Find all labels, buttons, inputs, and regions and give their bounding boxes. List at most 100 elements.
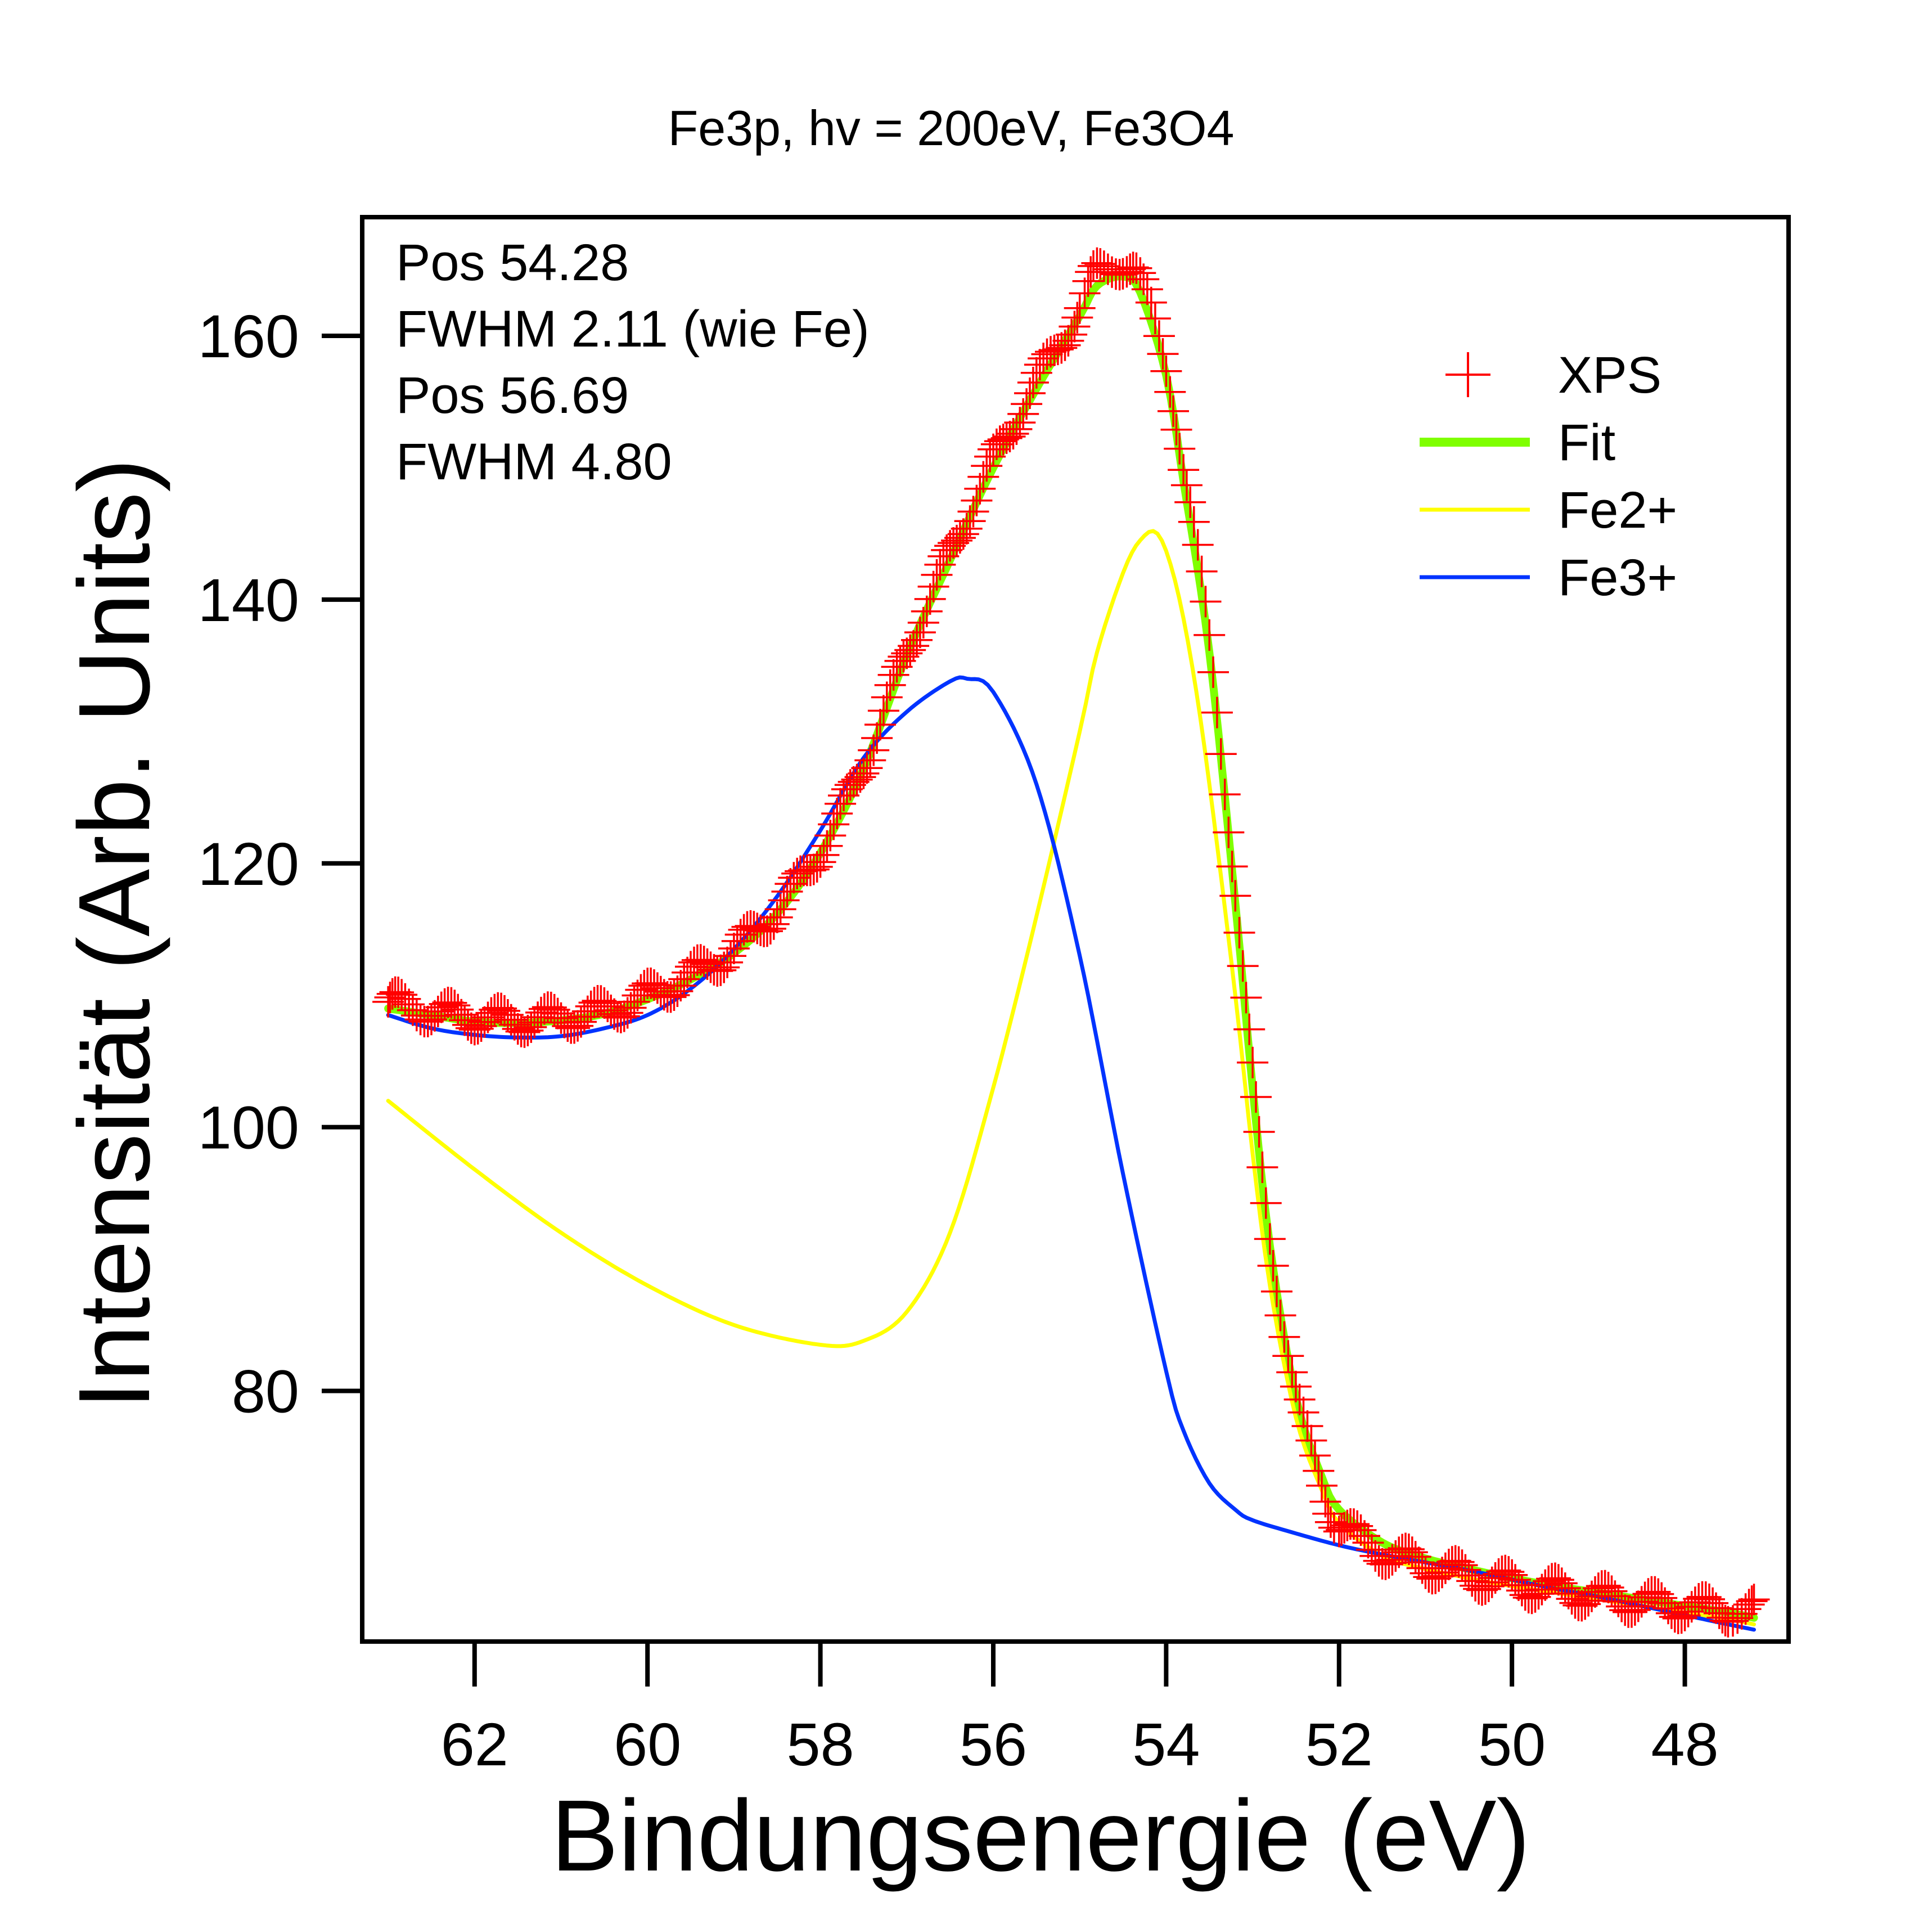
data-point-xps xyxy=(764,893,796,925)
data-point-xps xyxy=(1209,779,1241,811)
data-point-xps xyxy=(964,473,996,505)
data-point-xps xyxy=(1052,325,1084,357)
data-point-xps xyxy=(1158,395,1189,427)
data-point-xps xyxy=(1147,338,1179,370)
data-point-xps xyxy=(804,846,836,878)
data-point-xps xyxy=(1182,529,1214,561)
data-point-xps xyxy=(944,522,976,554)
data-point-xps xyxy=(615,992,647,1024)
data-point-xps xyxy=(1131,273,1163,305)
annotation-line: FWHM 4.80 xyxy=(396,433,672,491)
data-point-xps xyxy=(1312,1498,1344,1530)
plot-area xyxy=(372,247,1770,1638)
data-point-xps xyxy=(851,752,883,784)
data-point-xps xyxy=(1186,555,1218,587)
data-point-xps xyxy=(1004,407,1036,439)
x-tick-label: 56 xyxy=(960,1710,1027,1778)
data-point-xps xyxy=(658,979,690,1011)
x-axis: 62 60 58 56 54 52 50 48 xyxy=(441,1642,1719,1778)
data-point-xps xyxy=(1227,950,1259,982)
data-point-xps xyxy=(718,933,750,964)
legend-label-xps: XPS xyxy=(1558,347,1661,404)
data-point-xps xyxy=(1250,1187,1282,1219)
data-point-xps xyxy=(1059,311,1091,343)
data-point-xps xyxy=(808,839,840,871)
plot-frame xyxy=(360,215,1791,1644)
data-point-xps xyxy=(761,901,793,933)
data-point-xps xyxy=(1201,696,1233,729)
x-axis-label: Bindungsenergie (eV) xyxy=(551,1779,1530,1892)
data-point-xps xyxy=(1061,302,1093,334)
data-point-xps xyxy=(954,505,986,537)
y-axis: 80 100 120 140 160 xyxy=(198,302,362,1426)
x-tick-label: 50 xyxy=(1478,1710,1546,1778)
x-tick-label: 60 xyxy=(614,1710,681,1778)
data-point-xps xyxy=(1072,265,1104,297)
chart-title: Fe3p, hv = 200eV, Fe3O4 xyxy=(668,100,1234,156)
data-point-xps xyxy=(924,548,956,581)
legend: XPS Fit Fe2+ Fe3+ xyxy=(1420,347,1677,606)
data-point-xps xyxy=(871,681,903,713)
data-point-xps xyxy=(661,975,693,1007)
data-point-xps xyxy=(891,637,923,669)
data-point-xps xyxy=(901,624,933,656)
data-point-xps xyxy=(1254,1223,1286,1255)
x-tick-label: 62 xyxy=(441,1710,508,1778)
data-point-xps xyxy=(1178,506,1210,538)
data-point-xps xyxy=(961,484,993,516)
data-point-xps xyxy=(1736,1585,1768,1617)
data-point-xps xyxy=(1240,1081,1272,1113)
y-axis-label: Intensität (Arb. Units) xyxy=(58,458,171,1410)
series-markers-xps xyxy=(372,247,1770,1638)
data-point-xps xyxy=(1174,486,1206,518)
data-point-xps xyxy=(1243,1116,1275,1148)
series-line-fe2 xyxy=(386,529,1756,1626)
data-point-xps xyxy=(1246,1152,1278,1183)
data-point-xps xyxy=(867,695,899,727)
data-point-xps xyxy=(848,757,880,789)
data-point-xps xyxy=(1272,1340,1304,1372)
data-point-xps xyxy=(711,946,744,978)
y-tick-label: 160 xyxy=(198,302,299,370)
data-point-xps xyxy=(1237,1046,1269,1078)
annotation-line: Pos 56.69 xyxy=(396,367,629,424)
data-point-xps xyxy=(1733,1589,1765,1621)
data-point-xps xyxy=(861,722,893,754)
data-point-xps xyxy=(1233,1013,1266,1045)
data-point-xps xyxy=(1223,916,1255,948)
data-point-xps xyxy=(724,919,756,951)
data-point-xps xyxy=(758,908,790,940)
data-point-xps xyxy=(618,986,650,1018)
data-point-xps xyxy=(1069,277,1101,309)
annotation-line: Pos 54.28 xyxy=(396,234,629,291)
legend-label-fit: Fit xyxy=(1558,414,1615,471)
data-point-xps xyxy=(1150,355,1182,387)
data-point-xps xyxy=(1345,1514,1377,1546)
data-point-xps xyxy=(668,963,700,995)
data-point-xps xyxy=(825,788,857,820)
data-point-xps xyxy=(1349,1520,1380,1552)
y-tick-label: 80 xyxy=(232,1357,299,1426)
data-point-xps xyxy=(751,915,783,947)
x-tick-label: 58 xyxy=(787,1710,854,1778)
data-point-xps xyxy=(1205,738,1237,770)
annotation-line: FWHM 2.11 (wie Fe) xyxy=(396,300,870,358)
data-point-xps xyxy=(1303,1455,1335,1487)
data-point-xps xyxy=(911,595,943,627)
y-tick-label: 100 xyxy=(198,1094,299,1162)
data-point-xps xyxy=(1168,454,1200,486)
y-tick-label: 120 xyxy=(198,830,299,898)
data-point-xps xyxy=(914,583,946,615)
data-point-xps xyxy=(768,884,800,916)
data-point-xps xyxy=(1287,1396,1319,1428)
data-point-xps xyxy=(951,512,983,545)
data-point-xps xyxy=(1160,413,1192,446)
x-tick-label: 54 xyxy=(1132,1710,1200,1778)
data-point-xps xyxy=(994,421,1026,452)
data-point-xps xyxy=(1264,1300,1296,1332)
data-point-xps xyxy=(1260,1275,1292,1307)
data-point-xps xyxy=(1219,880,1251,912)
legend-label-fe3: Fe3+ xyxy=(1558,549,1677,606)
data-point-xps xyxy=(1139,303,1171,335)
data-point-xps xyxy=(898,630,930,662)
